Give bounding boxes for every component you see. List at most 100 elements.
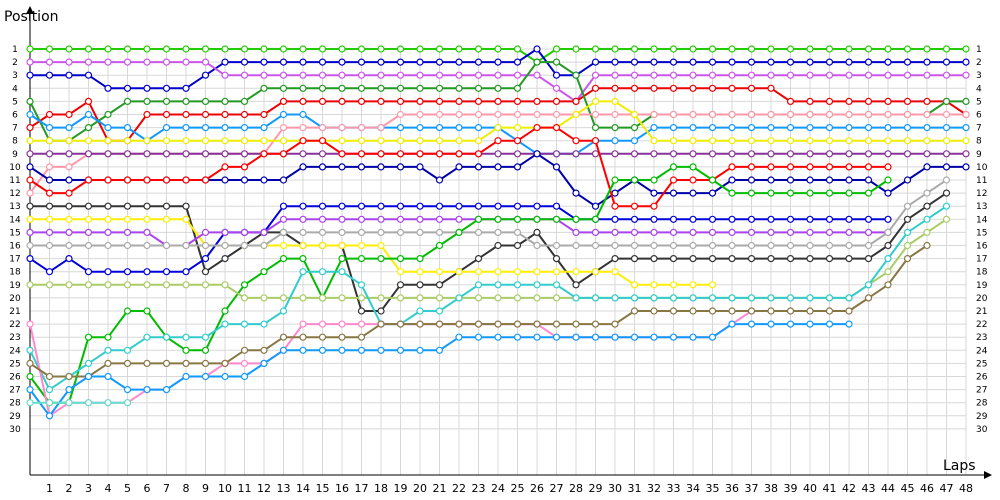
data-point — [65, 386, 73, 394]
data-point — [825, 294, 834, 302]
data-point — [162, 123, 171, 132]
y-axis-title: Position — [4, 9, 59, 25]
data-point — [455, 45, 463, 53]
data-point — [806, 320, 814, 328]
data-point — [689, 84, 697, 92]
data-point — [65, 137, 73, 145]
series-11 — [26, 123, 892, 210]
data-point — [728, 71, 736, 79]
data-point — [513, 137, 522, 145]
data-point — [279, 137, 288, 145]
series-4 — [26, 84, 970, 145]
x-tick-label: 19 — [394, 482, 408, 495]
data-point — [104, 215, 112, 223]
y-tick-label-right: 29 — [976, 412, 988, 422]
data-point — [201, 359, 210, 367]
data-point — [26, 359, 34, 367]
data-point — [825, 110, 834, 119]
data-point — [299, 123, 307, 132]
data-point — [728, 255, 736, 263]
data-point — [455, 58, 463, 66]
x-tick-label: 13 — [277, 482, 291, 495]
data-point — [825, 176, 834, 184]
data-point — [143, 228, 151, 236]
data-point — [338, 320, 346, 328]
data-point — [845, 110, 853, 119]
data-point — [435, 45, 444, 53]
x-tick-label: 48 — [959, 482, 973, 495]
data-point — [279, 228, 288, 236]
data-point — [318, 123, 327, 132]
data-point — [260, 137, 268, 145]
data-point — [143, 359, 151, 367]
data-point — [494, 268, 502, 276]
data-point — [845, 123, 853, 132]
data-point — [611, 71, 619, 79]
data-point — [942, 202, 951, 210]
data-point — [123, 202, 132, 210]
data-point — [611, 45, 619, 53]
data-point — [942, 97, 951, 106]
data-point — [416, 346, 424, 354]
x-tick-label: 29 — [589, 482, 603, 495]
data-point — [338, 150, 346, 158]
data-point — [630, 294, 639, 302]
data-point — [26, 71, 34, 79]
data-point — [767, 215, 775, 223]
data-point — [533, 58, 541, 66]
data-point — [416, 110, 424, 119]
data-point — [435, 150, 444, 158]
data-point — [864, 71, 873, 79]
data-point — [143, 215, 151, 223]
data-point — [318, 97, 327, 106]
x-tick-label: 39 — [784, 482, 798, 495]
data-point — [806, 176, 814, 184]
data-point — [942, 110, 951, 119]
data-point — [552, 97, 561, 106]
data-point — [65, 58, 73, 66]
data-point — [182, 58, 190, 66]
data-point — [806, 110, 814, 119]
data-point — [318, 58, 327, 66]
data-point — [552, 215, 561, 223]
data-point — [611, 320, 619, 328]
data-point — [650, 84, 658, 92]
data-point — [728, 176, 736, 184]
data-point — [669, 71, 678, 79]
data-point — [533, 110, 541, 119]
data-point — [513, 110, 522, 119]
series-17 — [26, 163, 892, 407]
data-point — [299, 84, 307, 92]
data-point — [416, 307, 424, 315]
data-point — [884, 123, 892, 132]
data-point — [474, 294, 483, 302]
data-point — [708, 189, 717, 197]
data-point — [650, 215, 658, 223]
x-tick-label: 3 — [85, 482, 92, 495]
data-point — [669, 228, 678, 236]
data-point — [104, 333, 112, 341]
data-point — [747, 150, 756, 158]
data-point — [591, 202, 600, 210]
data-point — [299, 137, 307, 145]
data-point — [435, 268, 444, 276]
data-point — [435, 202, 444, 210]
data-point — [552, 71, 561, 79]
data-point — [884, 255, 892, 263]
data-point — [26, 320, 34, 328]
data-point — [884, 110, 892, 119]
data-point — [513, 163, 522, 171]
data-point — [942, 71, 951, 79]
data-point — [708, 45, 717, 53]
data-point — [747, 228, 756, 236]
data-point — [825, 71, 834, 79]
data-point — [162, 150, 171, 158]
data-point — [84, 110, 93, 119]
data-point — [143, 268, 151, 276]
data-point — [474, 268, 483, 276]
data-point — [962, 150, 970, 158]
data-point — [84, 399, 93, 407]
data-point — [474, 320, 483, 328]
data-point — [84, 228, 93, 236]
data-point — [767, 255, 775, 263]
